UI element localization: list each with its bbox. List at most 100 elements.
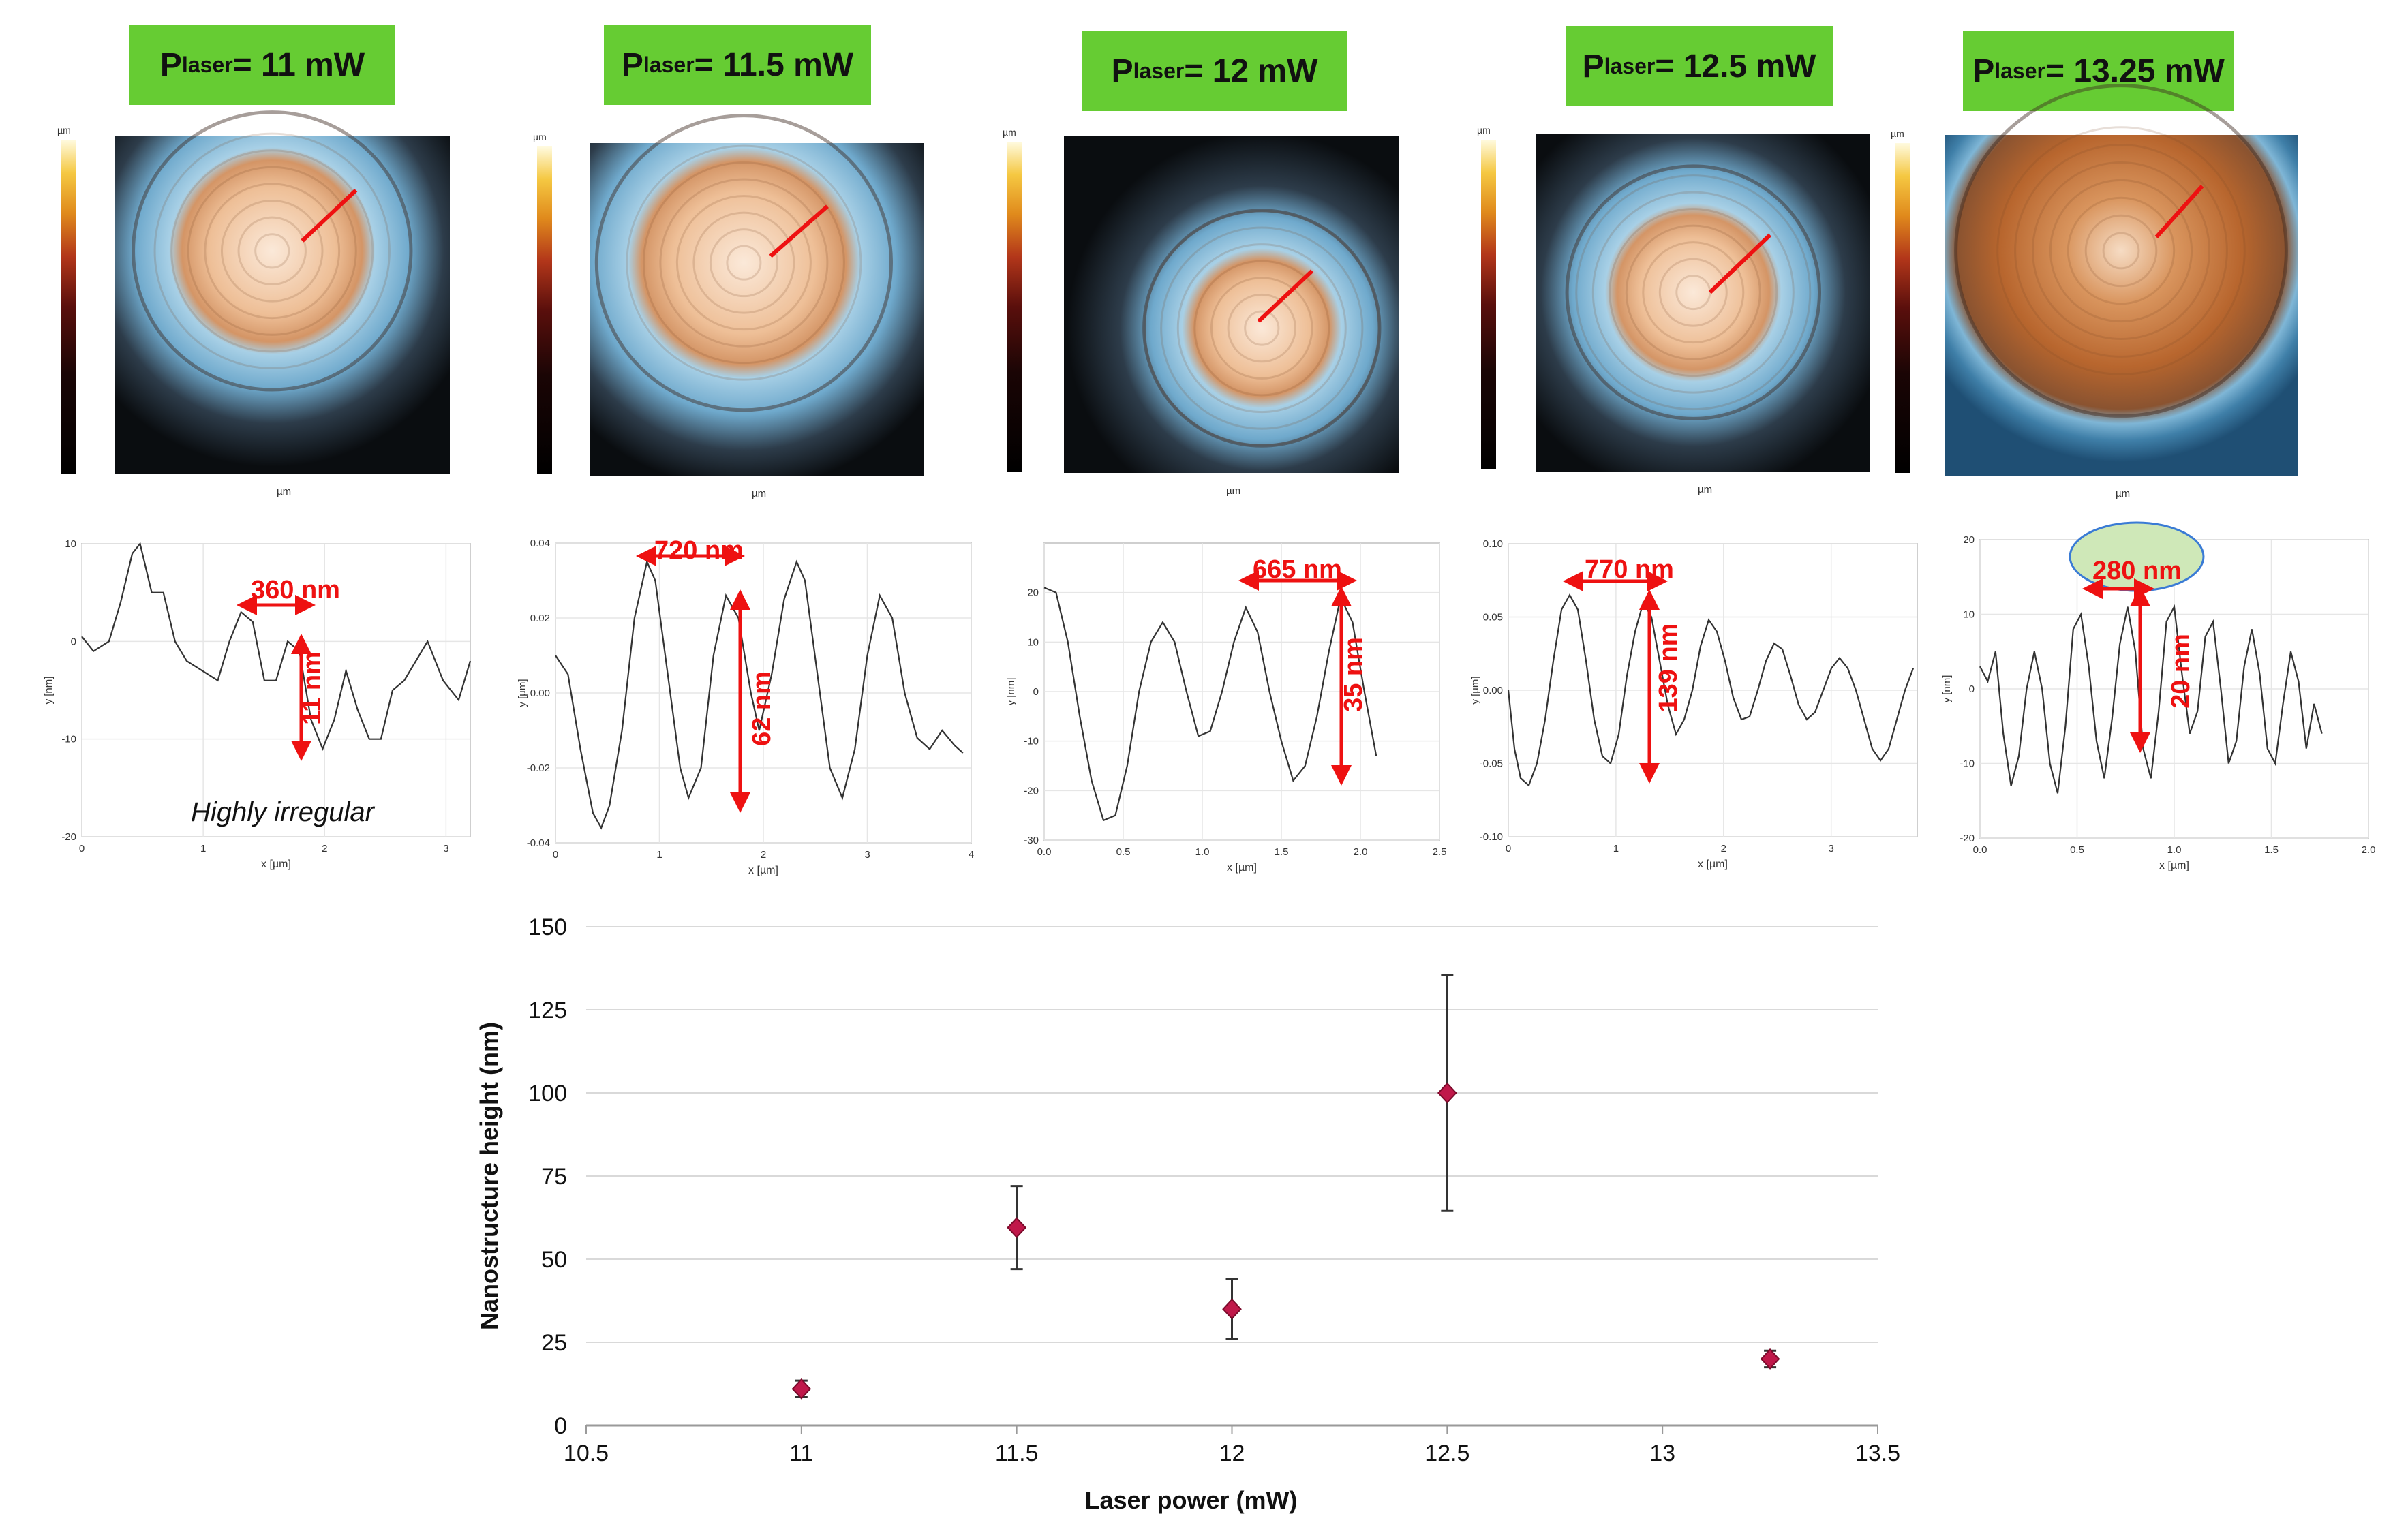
- power-subscript: laser: [1133, 58, 1185, 83]
- height-label: 62 nm: [748, 671, 776, 746]
- period-label: 665 nm: [1253, 555, 1342, 584]
- colorbar: [537, 146, 552, 474]
- profile-x-tick: 1: [656, 849, 662, 861]
- profile-y-tick: 0.05: [1483, 612, 1503, 623]
- power-value: = 13.25 mW: [2045, 52, 2225, 89]
- profile-x-tick: 3: [1829, 843, 1834, 854]
- profile-x-tick: 1.0: [1195, 846, 1210, 858]
- profile-y-tick: 0.02: [530, 613, 550, 624]
- profile-y-label: y [µm]: [1469, 676, 1481, 704]
- power-symbol: P: [1972, 52, 1995, 89]
- height-label: 139 nm: [1654, 623, 1683, 713]
- period-label: 280 nm: [2092, 557, 2182, 585]
- profile-x-tick: 1.5: [1275, 846, 1289, 858]
- chart-x-tick: 11: [789, 1440, 813, 1466]
- profile-y-label: y [µm]: [517, 679, 528, 707]
- profile-x-tick: 0: [553, 849, 558, 861]
- colorbar-unit: µm: [57, 125, 71, 136]
- profile-y-label: y [nm]: [43, 677, 55, 705]
- profile-cut-line: [2154, 184, 2204, 239]
- colorbar: [1007, 142, 1022, 472]
- chart-y-tick: 150: [528, 914, 567, 940]
- period-label: 360 nm: [251, 576, 340, 604]
- power-subscript: laser: [181, 52, 233, 77]
- profile-y-tick: 10: [1027, 636, 1039, 648]
- profile-x-tick: 0.0: [1037, 846, 1052, 858]
- power-value: = 12 mW: [1184, 52, 1318, 89]
- profile-x-label: x [µm]: [1227, 862, 1257, 874]
- profile-cut-line: [769, 204, 829, 258]
- profile-y-tick: 10: [1963, 609, 1975, 621]
- colorbar: [61, 140, 76, 474]
- data-point: [1007, 1185, 1027, 1271]
- profile-x-tick: 2: [761, 849, 766, 861]
- diamond-marker: [791, 1378, 812, 1400]
- height-profile-plot: 20 10 0 -10 -20 -300.0 0.5 1.0 1.5 2.0 2.5 x [µm] y …: [1005, 542, 1447, 874]
- profile-trace: [1043, 587, 1377, 822]
- profile-x-tick: 0.5: [1116, 846, 1131, 858]
- power-subscript: laser: [643, 52, 695, 77]
- colorbar-unit: µm: [533, 132, 547, 142]
- diamond-marker: [1222, 1298, 1242, 1320]
- profile-x-label: x [µm]: [2159, 860, 2189, 871]
- chart-x-tick: 12: [1219, 1440, 1245, 1466]
- profile-y-tick: -10: [1960, 758, 1975, 770]
- chart-y-label: Nanostructure height (nm): [475, 1022, 503, 1330]
- chart-x-tick: 10.5: [564, 1440, 609, 1466]
- height-profile-plot: 100-10-200 1 2 3x [µm]y [nm]: [43, 538, 472, 870]
- profile-trace: [1979, 604, 2323, 794]
- profile-x-tick: 2: [322, 843, 327, 854]
- afm-axis-unit: µm: [1226, 485, 1241, 497]
- profile-y-tick: -10: [61, 734, 76, 745]
- profile-cut-line: [301, 189, 358, 243]
- profile-cut-line: [1257, 269, 1314, 323]
- power-symbol: P: [159, 46, 182, 83]
- profile-y-tick: 0.00: [530, 688, 550, 699]
- colorbar-unit: µm: [1891, 128, 1904, 139]
- profile-trace: [555, 559, 964, 830]
- chart-x-tick: 11.5: [995, 1440, 1039, 1466]
- profile-y-tick: 20: [1027, 587, 1039, 599]
- chart-y-tick: 0: [554, 1413, 567, 1439]
- chart-y-tick: 75: [541, 1164, 567, 1190]
- profile-x-tick: 1: [200, 843, 206, 854]
- profile-y-tick: -10: [1024, 736, 1039, 747]
- chart-x-tick: 13.5: [1855, 1440, 1900, 1466]
- profile-y-tick: -0.02: [527, 762, 550, 774]
- height-label: 35 nm: [1339, 637, 1368, 712]
- profile-x-label: x [µm]: [748, 865, 778, 876]
- period-label: 720 nm: [654, 536, 744, 565]
- power-subscript: laser: [1994, 58, 2045, 83]
- power-symbol: P: [1111, 52, 1133, 89]
- profile-y-tick: 0: [71, 636, 76, 647]
- profile-x-tick: 2.5: [1433, 846, 1447, 858]
- profile-x-tick: 0: [1506, 843, 1511, 854]
- profile-x-tick: 0.0: [1973, 844, 1987, 856]
- profile-y-tick: -0.05: [1480, 758, 1503, 770]
- profile-y-tick: -20: [1960, 833, 1975, 844]
- data-point: [1437, 974, 1457, 1212]
- profile-x-tick: 3: [864, 849, 870, 861]
- afm-topography-image: [1064, 136, 1399, 473]
- profile-x-tick: 2.0: [2362, 844, 2376, 856]
- profile-trace: [1507, 593, 1915, 787]
- period-label: 770 nm: [1585, 555, 1674, 584]
- height-profile-plot: 0.10 0.05 0.00 -0.05 -0.100 1 2 3 x [µm] y [µm]: [1469, 538, 1918, 870]
- profile-y-label: y [nm]: [1005, 678, 1017, 706]
- power-value: = 12.5 mW: [1655, 48, 1816, 84]
- afm-topography-image: [1536, 134, 1870, 472]
- afm-axis-unit: µm: [2116, 488, 2131, 499]
- diamond-marker: [1007, 1217, 1027, 1239]
- profile-y-tick: -0.04: [527, 837, 550, 849]
- profile-x-tick: 2.0: [1354, 846, 1368, 858]
- profile-y-tick: -20: [61, 831, 76, 843]
- profile-x-tick: 2: [1721, 843, 1726, 854]
- profile-y-tick: 10: [65, 538, 76, 550]
- profile-note: Highly irregular: [191, 797, 374, 827]
